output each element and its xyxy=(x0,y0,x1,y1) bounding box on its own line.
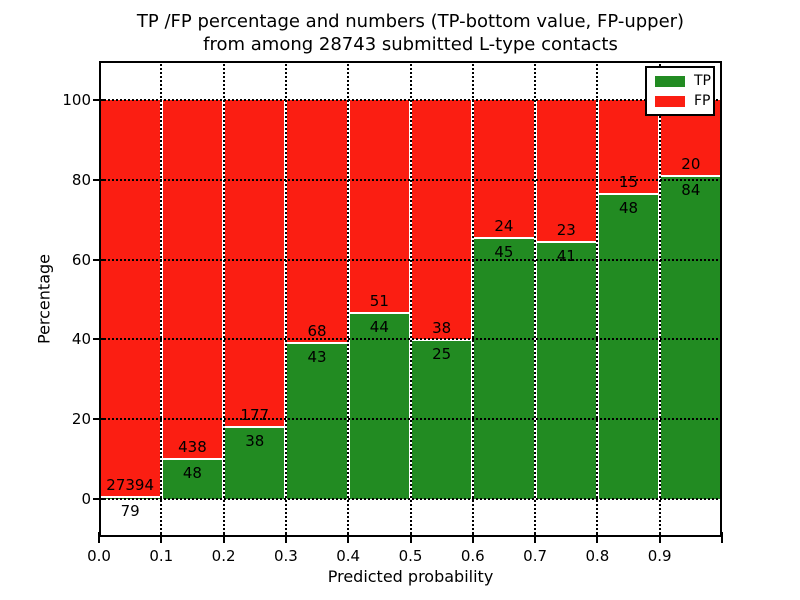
legend: TP FP xyxy=(645,66,715,116)
y-tick-mark xyxy=(93,258,105,261)
y-tick-mark xyxy=(93,418,105,421)
vertical-gridline xyxy=(222,61,225,537)
fp-bar-segment xyxy=(161,100,224,460)
tp-bar-segment xyxy=(535,243,598,499)
x-tick-mark xyxy=(160,532,163,543)
fp-count-annotation: 15 xyxy=(619,173,639,191)
tp-count-annotation: 48 xyxy=(619,199,639,217)
tp-bar-segment xyxy=(597,195,660,499)
x-tick-mark xyxy=(409,532,412,543)
chart-title-line1: TP /FP percentage and numbers (TP-bottom… xyxy=(136,11,685,32)
tp-count-annotation: 43 xyxy=(307,348,327,367)
x-axis-tick-label: 0.5 xyxy=(398,547,423,565)
x-axis-tick-label: 0.9 xyxy=(647,547,672,565)
y-tick-mark xyxy=(93,338,105,341)
x-tick-mark xyxy=(471,532,474,543)
x-axis-tick-label: 0.7 xyxy=(523,547,548,565)
x-axis-tick-label: 0.3 xyxy=(273,547,298,565)
vertical-gridline xyxy=(347,61,350,537)
tp-count-annotation: 79 xyxy=(120,501,140,520)
legend-entry-fp: FP xyxy=(655,94,711,108)
y-tick-mark xyxy=(93,498,105,500)
tp-color-swatch xyxy=(655,75,685,87)
legend-label-fp: FP xyxy=(694,93,711,109)
tp-count-annotation: 25 xyxy=(432,344,452,363)
tp-count-annotation: 41 xyxy=(556,247,576,266)
vertical-gridline xyxy=(471,61,474,537)
legend-label-tp: TP xyxy=(694,73,711,89)
x-axis-tick-label: 0.6 xyxy=(460,547,485,565)
tp-count-annotation: 38 xyxy=(245,432,265,451)
x-tick-mark xyxy=(347,532,350,543)
fp-count-annotation: 20 xyxy=(681,154,701,173)
horizontal-gridline xyxy=(99,498,722,500)
plot-area: TP FP 27394 79 438 48 177 38 68 43 51 44 38 25 24 45 2… xyxy=(99,61,722,537)
vertical-gridline xyxy=(658,61,661,537)
x-axis-tick-label: 0.0 xyxy=(87,547,111,565)
fp-count-annotation: 27394 xyxy=(106,475,154,494)
y-axis-tick-label: 40 xyxy=(71,330,91,349)
tp-bar-segment xyxy=(659,176,722,499)
x-axis-tick-label: 0.8 xyxy=(585,547,610,565)
fp-count-annotation: 68 xyxy=(307,322,327,341)
fp-count-annotation: 23 xyxy=(556,221,576,240)
chart-title: TP /FP percentage and numbers (TP-bottom… xyxy=(99,10,722,56)
chart-title-line2: from among 28743 submitted L-type contac… xyxy=(203,34,618,55)
y-axis-tick-label: 60 xyxy=(71,250,91,269)
x-tick-mark xyxy=(222,532,225,543)
x-tick-mark xyxy=(98,532,100,543)
tp-count-annotation: 48 xyxy=(182,463,202,482)
horizontal-gridline xyxy=(99,258,722,261)
horizontal-gridline xyxy=(99,338,722,341)
x-axis-tick-label: 0.2 xyxy=(211,547,236,565)
fp-count-annotation: 38 xyxy=(432,318,452,337)
x-axis-label: Predicted probability xyxy=(327,567,494,586)
x-tick-mark xyxy=(721,532,723,543)
tp-bar-segment xyxy=(472,238,536,499)
y-axis-tick-label: 20 xyxy=(71,410,91,429)
tp-count-annotation: 84 xyxy=(681,180,701,199)
y-axis-tick-label: 0 xyxy=(81,490,91,508)
vertical-gridline xyxy=(596,61,599,537)
x-tick-mark xyxy=(534,532,537,543)
tp-bar-segment xyxy=(161,459,224,499)
fp-bar-segment xyxy=(535,100,598,244)
vertical-gridline xyxy=(534,61,537,537)
fp-color-swatch xyxy=(655,95,685,107)
tp-bar-segment xyxy=(223,428,286,499)
fp-bar-segment xyxy=(472,100,536,239)
fp-count-annotation: 24 xyxy=(494,216,514,235)
x-axis-tick-label: 0.1 xyxy=(149,547,174,565)
fp-bar-segment xyxy=(348,100,411,315)
fp-bar-segment xyxy=(99,100,162,498)
x-axis-tick-label: 0.4 xyxy=(336,547,361,565)
fp-bar-segment xyxy=(285,100,349,345)
horizontal-gridline xyxy=(99,178,722,181)
tp-count-annotation: 44 xyxy=(369,318,389,337)
tp-count-annotation: 45 xyxy=(494,242,514,261)
tp-bar-segment xyxy=(348,314,411,499)
fp-count-annotation: 177 xyxy=(240,406,270,425)
tp-bar-segment xyxy=(285,344,349,499)
fp-count-annotation: 51 xyxy=(369,292,389,311)
legend-entry-tp: TP xyxy=(655,74,711,88)
horizontal-gridline xyxy=(99,99,722,101)
x-tick-mark xyxy=(658,532,661,543)
y-tick-mark xyxy=(93,178,105,181)
vertical-gridline xyxy=(284,61,287,537)
y-axis-tick-label: 80 xyxy=(71,170,91,189)
y-tick-mark xyxy=(93,99,105,101)
fp-bar-segment xyxy=(410,100,473,341)
vertical-gridline xyxy=(160,61,163,537)
fp-bar-segment xyxy=(223,100,286,429)
y-axis-tick-label: 100 xyxy=(62,91,91,109)
fp-count-annotation: 438 xyxy=(178,437,207,456)
x-tick-mark xyxy=(596,532,599,543)
horizontal-gridline xyxy=(99,418,722,421)
vertical-gridline xyxy=(409,61,412,537)
x-tick-mark xyxy=(284,532,287,543)
